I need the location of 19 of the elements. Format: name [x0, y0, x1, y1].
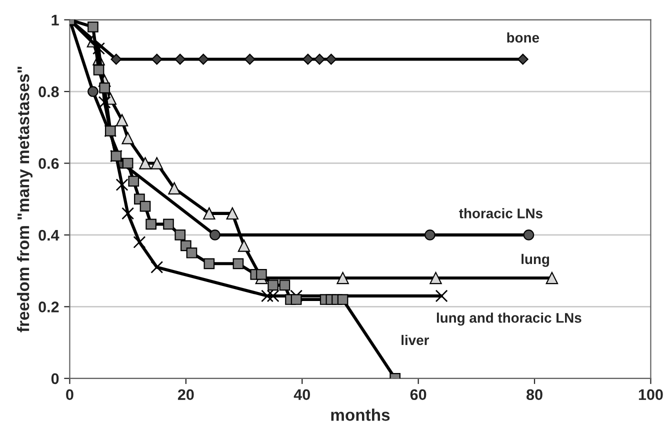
x-tick-label: 60: [410, 389, 426, 400]
series-label: bone: [507, 32, 540, 43]
series-label: liver: [402, 334, 429, 346]
y-tick-label: 0.4: [38, 230, 60, 241]
y-tick-label: 0: [51, 373, 59, 384]
series-label: thoracic LNs: [459, 208, 542, 218]
x-tick-label: 20: [178, 389, 194, 400]
x-tick-label: 100: [638, 389, 663, 400]
x-tick-label: 80: [526, 389, 542, 400]
x-axis-title: months: [331, 408, 390, 421]
x-tick-label: 0: [66, 389, 74, 400]
y-tick-label: 0.8: [38, 86, 59, 98]
series-label: lung: [522, 254, 550, 267]
y-tick-label: 0.6: [38, 158, 59, 169]
y-tick-label: 1: [52, 14, 59, 26]
series-label: lung and thoracic LNs: [436, 312, 582, 326]
y-axis-title: freedom from "many metastases": [16, 66, 33, 332]
y-tick-label: 0.2: [38, 302, 59, 312]
x-tick-label: 40: [294, 389, 310, 400]
